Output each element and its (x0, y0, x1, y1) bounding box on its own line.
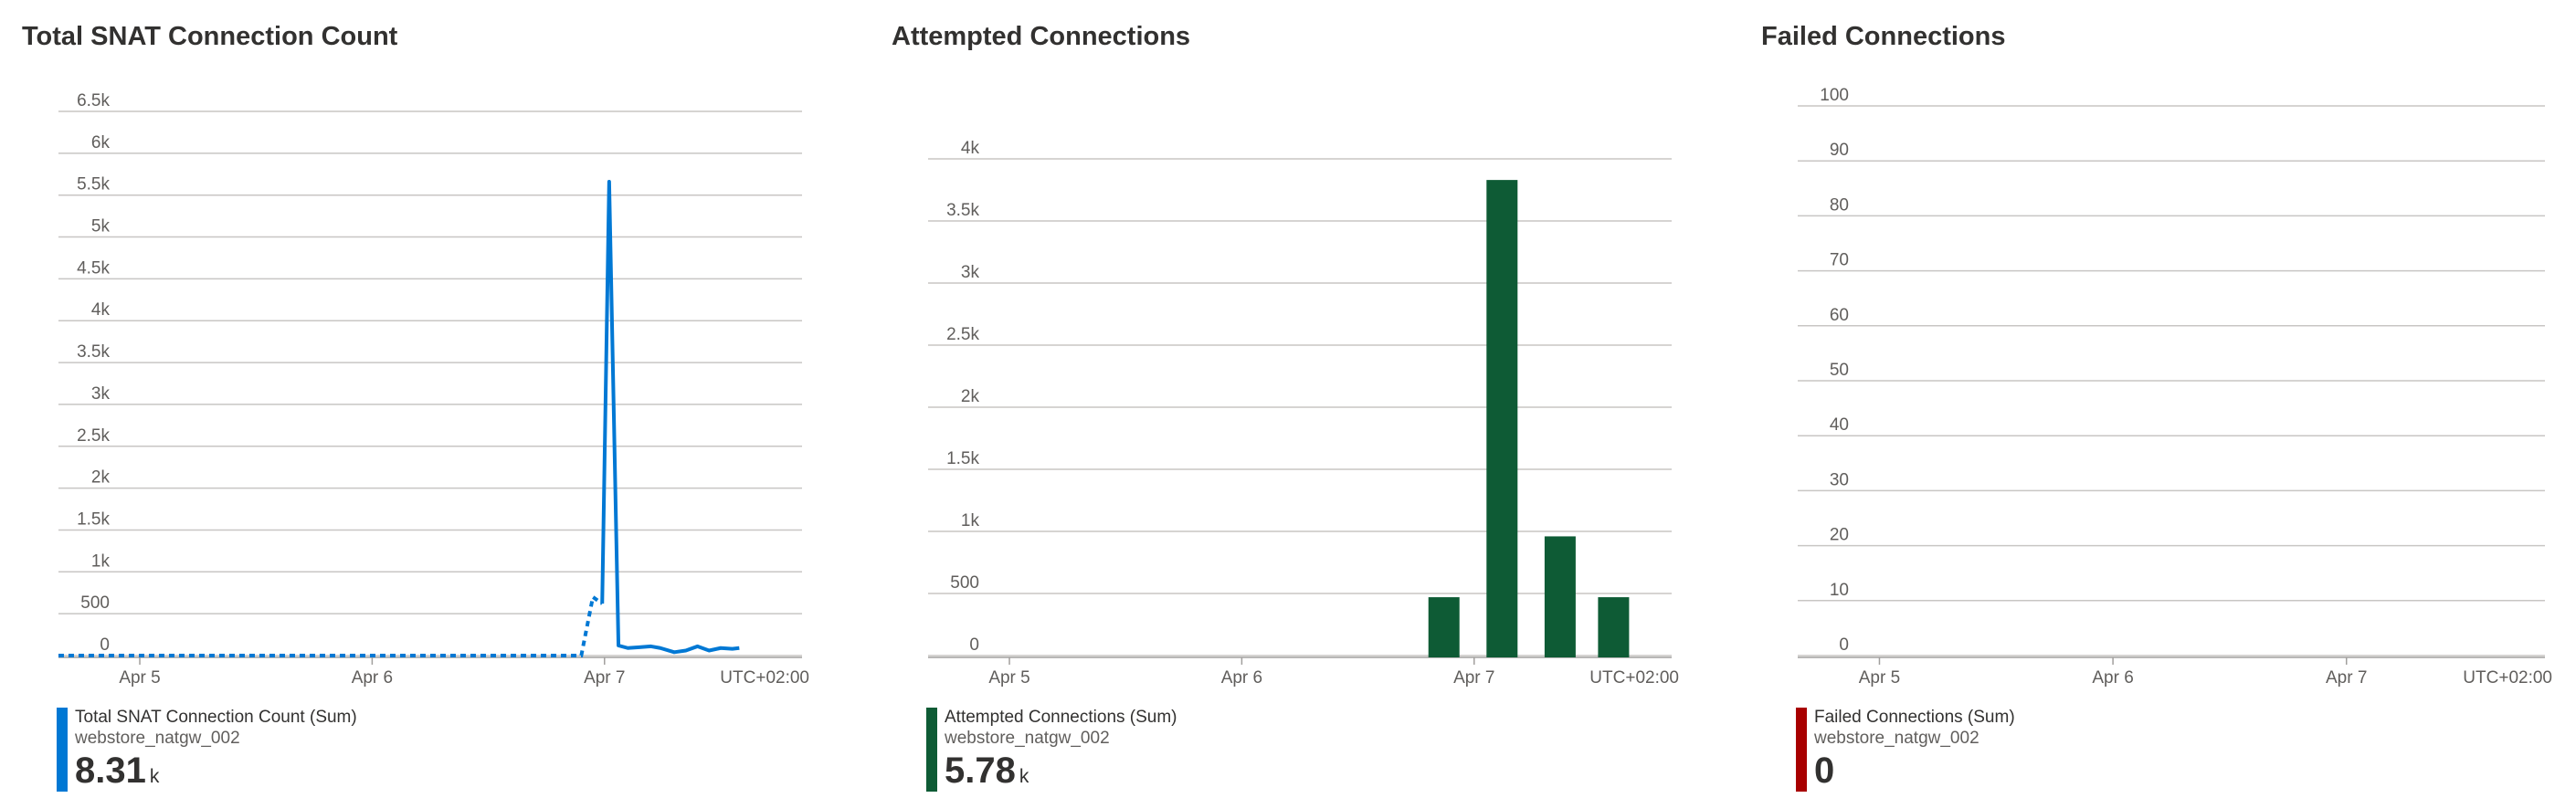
bar (1428, 597, 1460, 657)
y-tick-label: 2.5k (946, 325, 979, 344)
chart-plot[interactable]: 0 500 1k 1.5k 2k 2.5k 3k 3.5k 4k 4.5k 5k 5.5k 6k 6.5k… (0, 0, 859, 796)
legend-series-name: Attempted Connections (Sum) (945, 708, 1177, 727)
y-tick-label: 4.5k (77, 258, 110, 278)
y-tick-label: 0 (1839, 635, 1849, 655)
y-tick-label: 3k (91, 384, 111, 404)
chart-tile-failed-connections[interactable]: Failed Connections 0 10 20 30 40 50 60 70 80 90 10… (1739, 0, 2576, 796)
legend-series-name: Failed Connections (Sum) (1814, 708, 2015, 727)
y-tick-label: 2k (961, 387, 980, 406)
y-tick-label: 0 (100, 635, 110, 655)
chart-plot[interactable]: 0 10 20 30 40 50 60 70 80 90 100 Apr 5 Apr 6 Apr 7 UTC… (1739, 0, 2576, 796)
y-tick-label: 90 (1830, 141, 1849, 160)
x-tick-label: Apr 6 (352, 668, 393, 688)
y-tick-label: 4k (961, 139, 980, 158)
x-tick-label: Apr 5 (1859, 668, 1900, 688)
y-tick-label: 6k (91, 133, 111, 152)
legend-color-swatch (1796, 708, 1807, 792)
legend-value-unit: k (149, 766, 160, 787)
y-tick-label: 3k (961, 263, 980, 282)
timezone-label: UTC+02:00 (2463, 668, 2552, 688)
chart-tile-attempted-connections[interactable]: Attempted Connections 0 500 1k 1.5k 2k 2.5k 3k… (870, 0, 1728, 796)
y-tick-label: 2k (91, 468, 111, 488)
y-tick-label: 80 (1830, 195, 1849, 215)
y-tick-label: 0 (969, 635, 979, 655)
y-tick-label: 100 (1820, 86, 1849, 105)
timezone-label: UTC+02:00 (1589, 668, 1679, 688)
bar (1486, 180, 1518, 657)
chart-plot[interactable]: 0 500 1k 1.5k 2k 2.5k 3k 3.5k 4k Apr 5 Apr 6 Apr 7 U… (870, 0, 1728, 796)
y-tick-label: 5k (91, 217, 111, 236)
legend-resource-name: webstore_natgw_002 (75, 729, 240, 748)
legend-value-number: 5.78 (945, 751, 1016, 791)
y-tick-label: 1.5k (946, 449, 979, 468)
legend-color-swatch (926, 708, 937, 792)
y-tick-label: 20 (1830, 526, 1849, 545)
y-tick-label: 500 (950, 573, 979, 593)
x-tick-label: Apr 6 (2092, 668, 2133, 688)
y-tick-label: 40 (1830, 415, 1849, 435)
chart-tile-snat-count[interactable]: Total SNAT Connection Count 0 500 1k 1.5k 2k… (0, 0, 859, 796)
y-tick-label: 2.5k (77, 426, 110, 446)
y-tick-label: 5.5k (77, 175, 110, 194)
legend-value-unit: k (1019, 766, 1029, 787)
bar (1544, 536, 1576, 657)
y-tick-label: 4k (91, 300, 111, 320)
legend-resource-name: webstore_natgw_002 (945, 729, 1110, 748)
bar (1598, 597, 1630, 657)
legend-color-swatch (57, 708, 68, 792)
y-tick-label: 30 (1830, 470, 1849, 489)
x-tick-label: Apr 5 (119, 668, 160, 688)
series-line-dashed (58, 593, 604, 657)
chart-title: Attempted Connections (892, 22, 1191, 51)
chart-title: Failed Connections (1761, 22, 2006, 51)
y-tick-label: 10 (1830, 581, 1849, 600)
legend-value-number: 8.31 (75, 751, 146, 791)
x-tick-label: Apr 6 (1221, 668, 1262, 688)
y-tick-label: 500 (80, 593, 110, 613)
legend-total-value: 8.31 k (75, 750, 159, 798)
legend-series-name: Total SNAT Connection Count (Sum) (75, 708, 357, 727)
y-tick-label: 6.5k (77, 91, 110, 110)
y-tick-label: 3.5k (77, 342, 110, 362)
legend-total-value: 0 (1814, 750, 1838, 798)
y-tick-label: 1k (961, 511, 980, 530)
y-tick-label: 70 (1830, 251, 1849, 270)
legend-total-value: 5.78 k (945, 750, 1029, 798)
x-tick-label: Apr 7 (1453, 668, 1494, 688)
x-tick-label: Apr 5 (988, 668, 1029, 688)
x-tick-label: Apr 7 (2326, 668, 2367, 688)
timezone-label: UTC+02:00 (720, 668, 809, 688)
x-tick-label: Apr 7 (584, 668, 625, 688)
legend-resource-name: webstore_natgw_002 (1814, 729, 1980, 748)
y-tick-label: 1.5k (77, 509, 110, 529)
chart-title: Total SNAT Connection Count (22, 22, 398, 51)
y-tick-label: 3.5k (946, 201, 979, 220)
y-tick-label: 50 (1830, 361, 1849, 380)
series-line (600, 180, 740, 655)
y-tick-label: 60 (1830, 306, 1849, 325)
y-tick-label: 1k (91, 551, 111, 571)
legend-value-number: 0 (1814, 751, 1835, 791)
